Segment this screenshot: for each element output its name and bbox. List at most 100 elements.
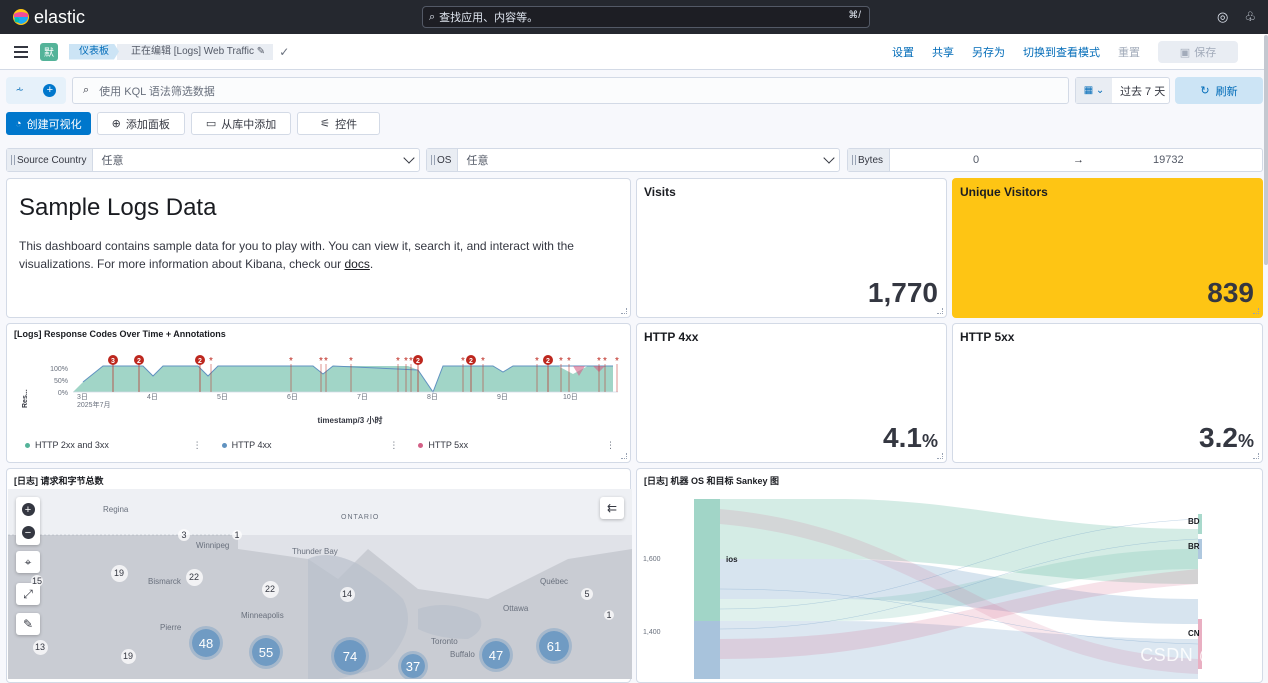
map-cluster[interactable]: 13 — [32, 639, 48, 655]
annotation-star-icon[interactable]: * — [597, 356, 601, 367]
settings-link[interactable]: 设置 — [892, 47, 914, 59]
annotation-marker[interactable] — [134, 355, 144, 365]
resize-handle[interactable] — [937, 308, 943, 314]
map-cluster[interactable]: 74 — [334, 640, 366, 672]
annotation-star-icon[interactable]: * — [559, 356, 563, 367]
page-scrollbar[interactable] — [1264, 35, 1268, 265]
sankey-node-cn[interactable] — [1198, 619, 1202, 669]
share-link[interactable]: 共享 — [932, 47, 954, 59]
map-cluster[interactable]: 3 — [178, 529, 190, 541]
add-panel-button[interactable]: ⊕ 添加面板 — [96, 112, 185, 135]
map-cluster[interactable]: 1 — [604, 610, 614, 620]
tools-button[interactable]: ✎ — [16, 613, 40, 635]
calendar-icon[interactable]: ▦ ⌄ — [1076, 78, 1112, 103]
resize-handle[interactable] — [621, 453, 627, 459]
refresh-button[interactable]: ↻ 刷新 — [1175, 77, 1263, 104]
save-as-link[interactable]: 另存为 — [972, 47, 1005, 59]
annotation-marker[interactable] — [466, 355, 476, 365]
newsfeed-icon[interactable]: ♧ — [1244, 9, 1256, 24]
map-canvas[interactable]: + − ⌖ ⤢ ✎ ⇇ Regina Winnipeg ONTARIO Thunder… — [8, 489, 632, 679]
annotation-star-icon[interactable]: * — [349, 356, 353, 367]
menu-icon[interactable] — [14, 45, 28, 58]
resize-handle[interactable] — [937, 453, 943, 459]
fullscreen-button[interactable]: ⤢ — [16, 583, 40, 605]
map-cluster[interactable]: 47 — [482, 641, 510, 669]
map-cluster[interactable]: 19 — [120, 648, 136, 664]
add-from-library-button[interactable]: ▭ 从库中添加 — [190, 112, 292, 135]
annotation-star-icon[interactable]: * — [461, 356, 465, 367]
map-cluster[interactable]: 61 — [539, 631, 569, 661]
create-visualization-button[interactable]: ◔ 创建可视化 — [6, 112, 91, 135]
annotation-star-icon[interactable]: * — [396, 356, 400, 367]
elastic-logo[interactable]: elastic — [12, 7, 85, 28]
resize-handle[interactable] — [1253, 308, 1259, 314]
legend-item-4xx[interactable]: HTTP 4xx ⋮ — [221, 439, 419, 450]
docs-link[interactable]: docs — [344, 257, 370, 271]
map-cluster[interactable]: 37 — [401, 654, 425, 678]
sankey-node-ios[interactable] — [694, 499, 720, 621]
response-codes-chart[interactable]: Res... 100% 50% 0% 3 2 2 2 2 2* * * * * * * * * * * * * * *… — [13, 346, 623, 436]
controls-button[interactable]: ⚟ 控件 — [297, 112, 381, 135]
annotation-star-icon[interactable]: * — [481, 356, 485, 367]
layers-toggle-button[interactable]: ⇇ — [600, 497, 624, 519]
map-cluster[interactable]: 22 — [261, 580, 279, 598]
map-cluster[interactable]: 14 — [339, 586, 355, 602]
map-cluster[interactable]: 19 — [110, 564, 128, 582]
annotation-marker[interactable] — [195, 355, 205, 365]
filter-options-button[interactable]: ⩪ + — [6, 77, 66, 104]
pencil-icon[interactable]: ✎ — [256, 45, 266, 57]
bytes-max[interactable]: 19732 — [1153, 154, 1184, 166]
annotation-star-icon[interactable]: * — [209, 356, 213, 367]
legend-item-2xx[interactable]: HTTP 2xx and 3xx ⋮ — [25, 440, 222, 450]
kql-search-input[interactable]: ⌕ 使用 KQL 语法筛选数据 — [72, 77, 1069, 104]
map-cluster[interactable]: 15 — [31, 575, 43, 587]
map-cluster[interactable]: 22 — [185, 568, 203, 586]
locate-button[interactable]: ⌖ — [16, 551, 40, 573]
annotation-marker[interactable] — [543, 355, 553, 365]
help-icon[interactable]: ◎ — [1217, 9, 1229, 24]
bytes-control[interactable]: Bytes 0 → 19732 — [847, 148, 1263, 172]
reset-link[interactable]: 重置 — [1118, 47, 1140, 59]
map-place-label: Regina — [103, 505, 129, 514]
sankey-chart[interactable]: 1,600 1,400 ios BD BR CN — [638, 489, 1262, 679]
source-country-control[interactable]: Source Country 任意 — [6, 148, 420, 172]
sankey-node-other[interactable] — [694, 621, 720, 679]
global-search-placeholder: 查找应用、内容等。 — [439, 12, 539, 24]
sankey-node-br[interactable] — [1198, 539, 1202, 559]
more-icon[interactable]: ⋮ — [389, 439, 399, 450]
annotation-marker[interactable] — [413, 355, 423, 365]
zoom-in-icon[interactable]: + — [21, 503, 35, 516]
sankey-node-bd[interactable] — [1198, 514, 1202, 534]
map-cluster[interactable]: 55 — [252, 638, 280, 666]
legend-item-5xx[interactable]: HTTP 5xx ⋮ — [418, 440, 615, 450]
annotation-star-icon[interactable]: * — [324, 356, 328, 367]
more-icon[interactable]: ⋮ — [606, 439, 616, 450]
zoom-out-icon[interactable]: − — [21, 526, 35, 539]
resize-handle[interactable] — [1253, 453, 1259, 459]
more-icon[interactable]: ⋮ — [192, 439, 202, 450]
breadcrumb-dashboards[interactable]: 仪表板 — [69, 43, 119, 60]
global-search[interactable]: ⌕ 查找应用、内容等。 ⌘/ — [422, 6, 870, 28]
annotation-star-icon[interactable]: * — [409, 356, 413, 367]
annotation-star-icon[interactable]: * — [603, 356, 607, 367]
annotation-star-icon[interactable]: * — [615, 356, 619, 367]
annotation-star-icon[interactable]: * — [319, 356, 323, 367]
save-button[interactable]: ▣ 保存 — [1158, 41, 1238, 63]
annotation-star-icon[interactable]: * — [404, 356, 408, 367]
annotation-marker[interactable] — [108, 355, 118, 365]
resize-handle[interactable] — [621, 308, 627, 314]
annotation-star-icon[interactable]: * — [535, 356, 539, 367]
bytes-min[interactable]: 0 — [973, 154, 980, 166]
space-avatar[interactable]: 默 — [40, 42, 58, 61]
map-cluster[interactable]: 5 — [581, 588, 593, 600]
os-control[interactable]: OS 任意 — [426, 148, 840, 172]
annotation-star-icon[interactable]: * — [567, 356, 571, 367]
date-picker[interactable]: ▦ ⌄ 过去 7 天 — [1075, 77, 1170, 104]
switch-to-view-link[interactable]: 切换到查看模式 — [1023, 47, 1100, 59]
map-cluster[interactable]: 1 — [232, 530, 242, 540]
annotation-star-icon[interactable]: * — [289, 356, 293, 367]
annotation-markers[interactable]: 3 2 2 2 2 2* * * * * * * * * * * * * * * * — [108, 355, 619, 392]
add-filter-icon[interactable]: + — [43, 84, 57, 97]
checkmark-icon[interactable]: ✓ — [279, 44, 290, 59]
map-cluster[interactable]: 48 — [192, 629, 220, 657]
